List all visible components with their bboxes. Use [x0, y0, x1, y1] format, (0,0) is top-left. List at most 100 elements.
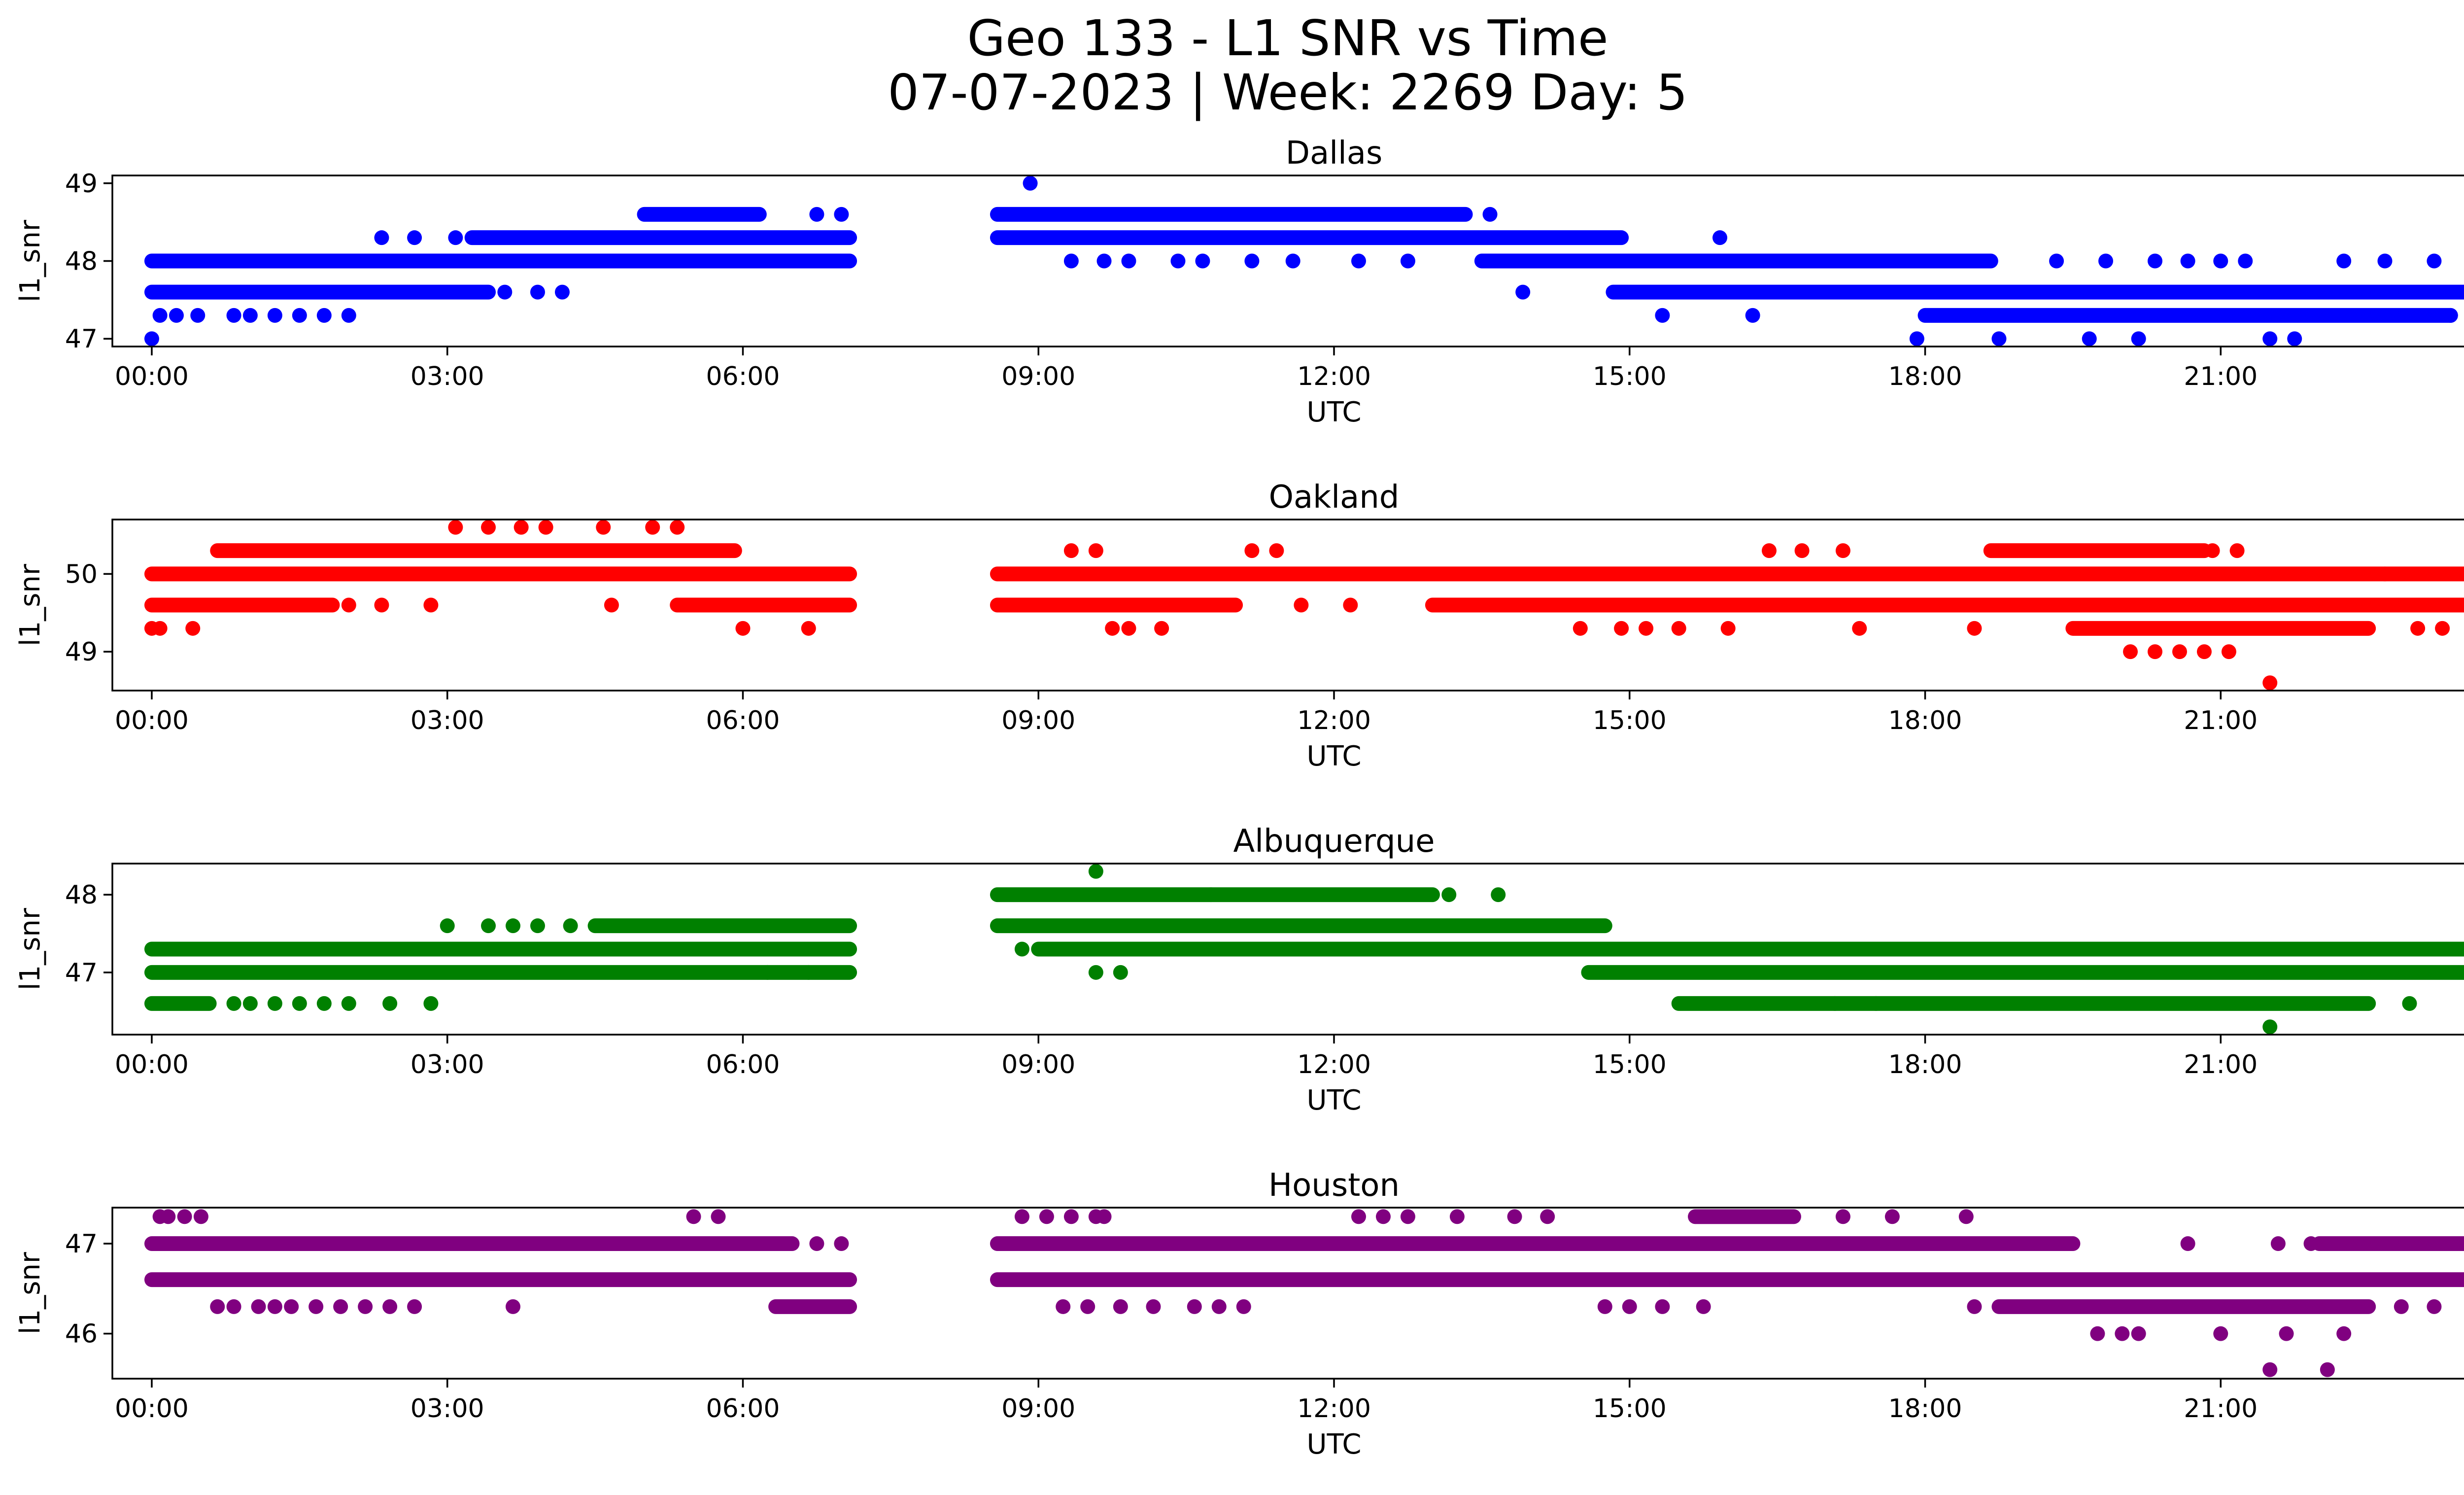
data-point-houston-1 — [161, 1209, 176, 1224]
data-point-albuquerque-27 — [1868, 996, 1883, 1011]
data-point-oakland-41 — [2229, 543, 2245, 558]
panel-title-oakland: Oakland — [1269, 479, 1400, 516]
data-point-dallas-1 — [152, 308, 168, 323]
data-point-dallas-42 — [2238, 253, 2253, 269]
data-point-houston-21 — [1063, 1209, 1079, 1224]
data-point-houston-56 — [2394, 1299, 2409, 1314]
data-point-oakland-6 — [448, 520, 463, 535]
data-point-dallas-8 — [316, 308, 332, 323]
data-point-dallas-2 — [169, 308, 184, 323]
x-tick-label-albuquerque-7: 21:00 — [2184, 1050, 2258, 1079]
x-tick-label-dallas-7: 21:00 — [2184, 362, 2258, 391]
data-point-dallas-17 — [834, 207, 849, 222]
points-dallas — [144, 175, 2464, 347]
data-point-dallas-16 — [809, 207, 824, 222]
data-point-oakland-14 — [735, 621, 751, 636]
data-point-oakland-27 — [1639, 621, 1654, 636]
x-tick-label-oakland-5: 15:00 — [1593, 706, 1667, 735]
x-axis-label-oakland: UTC — [1306, 740, 1361, 772]
data-point-oakland-44 — [2410, 621, 2426, 636]
panel-oakland: Oakland 00:00 03:00 06:00 09:00 12:00 15:00 18:… — [14, 479, 2464, 772]
x-tick-label-houston-2: 06:00 — [706, 1394, 780, 1424]
data-point-houston-37 — [1597, 1299, 1612, 1314]
data-point-albuquerque-31 — [2344, 941, 2360, 957]
data-point-dallas-26 — [1351, 253, 1366, 269]
data-point-dallas-41 — [2213, 253, 2228, 269]
data-point-dallas-25 — [1285, 253, 1300, 269]
data-point-albuquerque-0 — [226, 996, 241, 1011]
x-axis-label-albuquerque: UTC — [1306, 1084, 1361, 1116]
data-point-houston-50 — [2262, 1362, 2278, 1377]
y-tick-label-oakland-0: 49 — [65, 637, 98, 667]
points-houston — [144, 1209, 2464, 1377]
panel-albuquerque: Albuquerque 00:00 03:00 06:00 09:00 12:00 15:0… — [14, 823, 2464, 1116]
data-point-houston-39 — [1655, 1299, 1670, 1314]
data-point-oakland-32 — [1835, 543, 1850, 558]
data-point-houston-3 — [193, 1209, 208, 1224]
data-point-oakland-9 — [538, 520, 553, 535]
points-albuquerque — [144, 864, 2464, 1035]
data-point-houston-9 — [308, 1299, 324, 1314]
data-point-oakland-13 — [604, 597, 619, 613]
data-point-houston-11 — [358, 1299, 373, 1314]
y-axis-label-houston: l1_snr — [14, 1252, 46, 1334]
data-point-albuquerque-18 — [1113, 965, 1128, 980]
data-point-albuquerque-23 — [1441, 887, 1457, 903]
data-point-houston-6 — [251, 1299, 266, 1314]
data-point-houston-24 — [1056, 1299, 1071, 1314]
data-point-dallas-23 — [1195, 253, 1210, 269]
data-point-oakland-33 — [1852, 621, 1867, 636]
data-point-houston-4 — [210, 1299, 225, 1314]
data-point-albuquerque-10 — [506, 918, 521, 934]
data-point-oakland-3 — [341, 597, 356, 613]
data-point-houston-44 — [1967, 1299, 1982, 1314]
data-point-houston-46 — [2115, 1326, 2130, 1341]
data-point-albuquerque-3 — [292, 996, 307, 1011]
plot-frame-houston — [111, 1207, 2464, 1380]
data-point-houston-23 — [1096, 1209, 1112, 1224]
data-point-dallas-29 — [1515, 284, 1531, 300]
data-point-oakland-25 — [1573, 621, 1588, 636]
data-point-houston-48 — [2180, 1236, 2195, 1252]
data-point-dallas-24 — [1244, 253, 1260, 269]
data-point-dallas-22 — [1170, 253, 1186, 269]
data-point-albuquerque-22 — [1392, 941, 1407, 957]
data-point-houston-29 — [1211, 1299, 1227, 1314]
x-tick-label-albuquerque-4: 12:00 — [1297, 1050, 1371, 1079]
data-point-oakland-43 — [2377, 566, 2393, 582]
x-tick-label-houston-0: 00:00 — [115, 1394, 189, 1424]
data-point-dallas-31 — [1712, 230, 1728, 245]
data-point-dallas-48 — [2443, 308, 2458, 323]
data-point-houston-41 — [1835, 1209, 1850, 1224]
panel-houston: Houston 00:00 03:00 06:00 09:00 12:00 15:00 18:… — [14, 1167, 2464, 1460]
data-point-houston-18 — [834, 1236, 849, 1252]
data-point-houston-16 — [711, 1209, 726, 1224]
data-point-dallas-45 — [2336, 253, 2352, 269]
data-point-dallas-3 — [190, 308, 205, 323]
data-point-houston-57 — [2427, 1299, 2442, 1314]
data-point-oakland-19 — [1121, 621, 1136, 636]
x-tick-label-albuquerque-6: 18:00 — [1888, 1050, 1962, 1079]
data-point-houston-47 — [2131, 1326, 2146, 1341]
data-point-oakland-1 — [152, 621, 168, 636]
data-point-dallas-19 — [1063, 253, 1079, 269]
data-point-houston-45 — [2090, 1326, 2105, 1341]
x-tick-label-dallas-5: 15:00 — [1593, 362, 1667, 391]
data-point-albuquerque-8 — [440, 918, 455, 934]
data-point-dallas-34 — [1991, 331, 2007, 347]
data-point-oakland-7 — [481, 520, 496, 535]
x-axis-label-dallas: UTC — [1306, 396, 1361, 428]
y-tick-label-oakland-1: 50 — [65, 559, 98, 589]
data-point-albuquerque-17 — [1088, 965, 1103, 980]
data-point-houston-36 — [1540, 1209, 1555, 1224]
data-point-oakland-37 — [2172, 644, 2187, 660]
y-axis-label-albuquerque: l1_snr — [14, 907, 46, 990]
data-point-albuquerque-11 — [530, 918, 545, 934]
y-axis-label-dallas: l1_snr — [14, 219, 46, 302]
data-point-oakland-31 — [1794, 543, 1810, 558]
x-tick-label-dallas-0: 00:00 — [115, 362, 189, 391]
data-point-houston-12 — [382, 1299, 398, 1314]
subplot-panels: Dallas 00:00 03:00 06:00 09:00 12:00 15:00 18:0… — [14, 135, 2464, 1460]
data-point-houston-25 — [1080, 1299, 1095, 1314]
